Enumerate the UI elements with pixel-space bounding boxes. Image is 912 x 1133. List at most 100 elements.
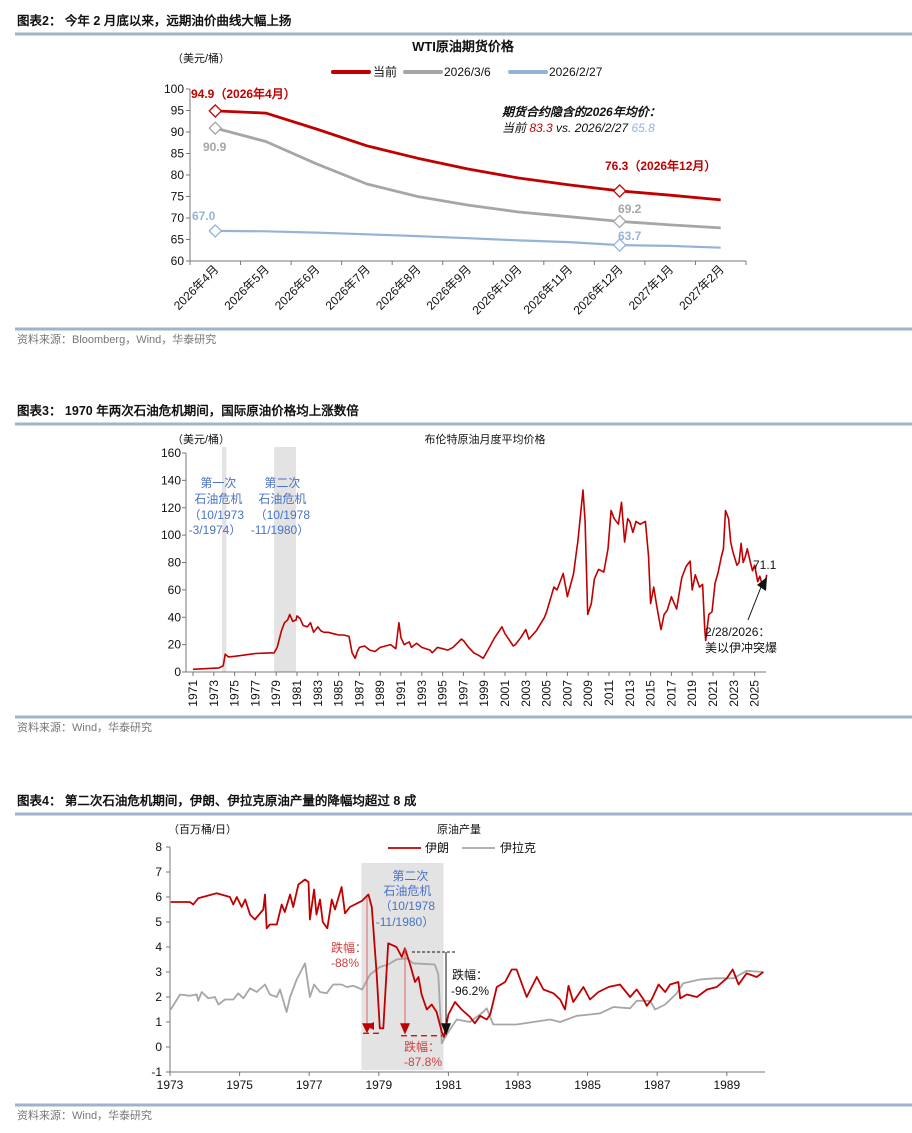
label-gray-dec: 69.2 — [618, 202, 642, 216]
y-tick-label: 3 — [155, 965, 162, 979]
x-tick-label: 1985 — [574, 1078, 601, 1092]
x-tick-label: 2001 — [498, 680, 512, 707]
text-line: 石油危机 — [258, 492, 306, 506]
x-tick-label: 2009 — [581, 680, 595, 707]
text-line: 第二次 — [392, 869, 428, 883]
x-tick-label: 1979 — [269, 680, 283, 707]
chart-title: 原油产量 — [437, 822, 481, 836]
x-tick-label: 1975 — [228, 680, 242, 707]
legend-label: 当前 — [373, 64, 397, 79]
avg-price-title: 期货合约隐含的2026年均价： — [501, 105, 661, 119]
y-tick-label: 7 — [155, 865, 162, 879]
x-tick-label: 1971 — [186, 680, 200, 707]
label-current-dec: 76.3（2026年12月） — [605, 158, 716, 173]
y-tick-label: 2 — [155, 990, 162, 1004]
y-tick-label: 120 — [161, 501, 181, 515]
x-tick-label: 2013 — [623, 680, 637, 707]
label-gray-start: 90.9 — [203, 140, 227, 154]
x-tick-label: 1997 — [456, 680, 470, 707]
y-tick-label: 140 — [161, 473, 181, 487]
text-line: -3/1974） — [189, 523, 242, 537]
text-line: 跌幅： — [331, 940, 367, 955]
y-tick-label: 60 — [168, 583, 182, 597]
legend-label: 伊朗 — [425, 841, 449, 855]
x-tick-label: 1989 — [713, 1078, 740, 1092]
x-tick-label: 2026年10月 — [469, 262, 524, 317]
figure-4: 图表4： 第二次石油危机期间，伊朗、伊拉克原油产量的降幅均超过 8 成 （百万桶… — [15, 793, 912, 1122]
x-tick-label: 2026年12月 — [571, 262, 626, 317]
x-tick-label: 2026年4月 — [171, 262, 221, 312]
x-tick-label: 2023 — [727, 680, 741, 707]
y-axis-unit: （美元/桶） — [172, 51, 230, 65]
source-note: 资料来源：Bloomberg，Wind，华泰研究 — [17, 332, 216, 346]
x-tick-label: 1999 — [477, 680, 491, 707]
x-tick-label: 2021 — [706, 680, 720, 707]
y-tick-label: 80 — [171, 168, 185, 182]
text-line: -87.8% — [404, 1055, 442, 1069]
y-tick-label: 100 — [164, 82, 184, 96]
legend-label: 2026/2/27 — [549, 65, 603, 79]
x-tick-label: 1973 — [157, 1078, 184, 1092]
x-tick-label: 1995 — [436, 680, 450, 707]
text-line: 第二次 — [264, 476, 300, 490]
x-tick-label: 1993 — [415, 680, 429, 707]
iraq-drop-label: 跌幅： -96.2% — [451, 967, 491, 998]
y-tick-label: 6 — [155, 890, 162, 904]
y-axis-unit: （百万桶/日） — [168, 822, 237, 836]
annotations: 94.9（2026年4月） 90.9 67.0 76.3（2026年12月） 6… — [191, 86, 716, 243]
event-text: 美以伊冲突爆 — [705, 640, 777, 655]
avg-old-value: 65.8 — [631, 121, 655, 135]
x-tick-label: 1981 — [290, 680, 304, 707]
series-line-0 — [215, 109, 721, 202]
brent-price-line — [192, 489, 768, 671]
legend: 伊朗 伊拉克 — [388, 840, 536, 855]
diamond-marker — [612, 214, 627, 229]
x-tick-label: 2007 — [560, 680, 574, 707]
chart-title: 布伦特原油月度平均价格 — [425, 432, 546, 446]
x-tick-label: 1991 — [394, 680, 408, 707]
text-line: （10/1973 — [189, 508, 245, 522]
figure-header: 图表3： 1970 年两次石油危机期间，国际原油价格均上涨数倍 — [17, 403, 359, 418]
y-tick-label: 8 — [155, 840, 162, 854]
crude-production-chart: -1 0 1 2 3 4 5 6 7 8 1973 1975 1977 1979 1981 1983 1985 1… — [151, 840, 765, 1092]
crisis2-label: 第二次 石油危机 （10/1978 -11/1980） — [251, 476, 314, 537]
arrow-head-icon — [362, 1023, 372, 1034]
figure-header: 图表2： 今年 2 月底以来，远期油价曲线大幅上扬 — [17, 13, 292, 28]
arrow-head-icon — [757, 577, 767, 591]
crisis1-label: 第一次 石油危机 （10/1973 -3/1974） — [189, 476, 248, 537]
avg-vs-label: vs. 2026/2/27 — [553, 121, 632, 135]
y-tick-label: 5 — [155, 915, 162, 929]
x-tick-label: 1989 — [373, 680, 387, 707]
diamond-marker — [612, 238, 627, 253]
diamond-marker — [208, 223, 223, 238]
figure-3: 图表3： 1970 年两次石油危机期间，国际原油价格均上涨数倍 （美元/桶） 布… — [15, 403, 912, 734]
y-tick-label: 80 — [168, 556, 182, 570]
x-tick-label: 2005 — [540, 680, 554, 707]
y-tick-label: 4 — [155, 940, 162, 954]
y-tick-label: 70 — [171, 211, 185, 225]
diamond-marker — [208, 121, 223, 136]
x-tick-label: 2026年6月 — [272, 262, 322, 312]
text-line: （10/1978 — [255, 508, 311, 522]
legend-label: 2026/3/6 — [444, 65, 491, 79]
y-tick-label: 90 — [171, 125, 185, 139]
text-line: -96.2% — [451, 984, 489, 998]
y-tick-label: 85 — [171, 147, 185, 161]
x-tick-label: 1979 — [365, 1078, 392, 1092]
text-line: 跌幅： — [404, 1039, 440, 1054]
label-blue-start: 67.0 — [192, 209, 216, 223]
x-tick-label: 2026年7月 — [323, 262, 373, 312]
x-tick-label: 2025 — [748, 680, 762, 707]
chart-title: WTI原油期货价格 — [412, 39, 515, 54]
x-tick-label: 1977 — [296, 1078, 323, 1092]
x-tick-label: 1985 — [332, 680, 346, 707]
diamond-marker — [612, 183, 627, 198]
x-tick-label: 1987 — [644, 1078, 671, 1092]
annotations: 第二次 石油危机 （10/1978 -11/1980） 跌幅： -88% 跌幅：… — [331, 869, 491, 1069]
y-tick-label: 1 — [155, 1015, 162, 1029]
y-tick-label: 160 — [161, 446, 181, 460]
figure-header: 图表4： 第二次石油危机期间，伊朗、伊拉克原油产量的降幅均超过 8 成 — [17, 793, 417, 808]
x-tick-label: 2026年5月 — [221, 262, 271, 312]
x-tick-label: 1973 — [207, 680, 221, 707]
